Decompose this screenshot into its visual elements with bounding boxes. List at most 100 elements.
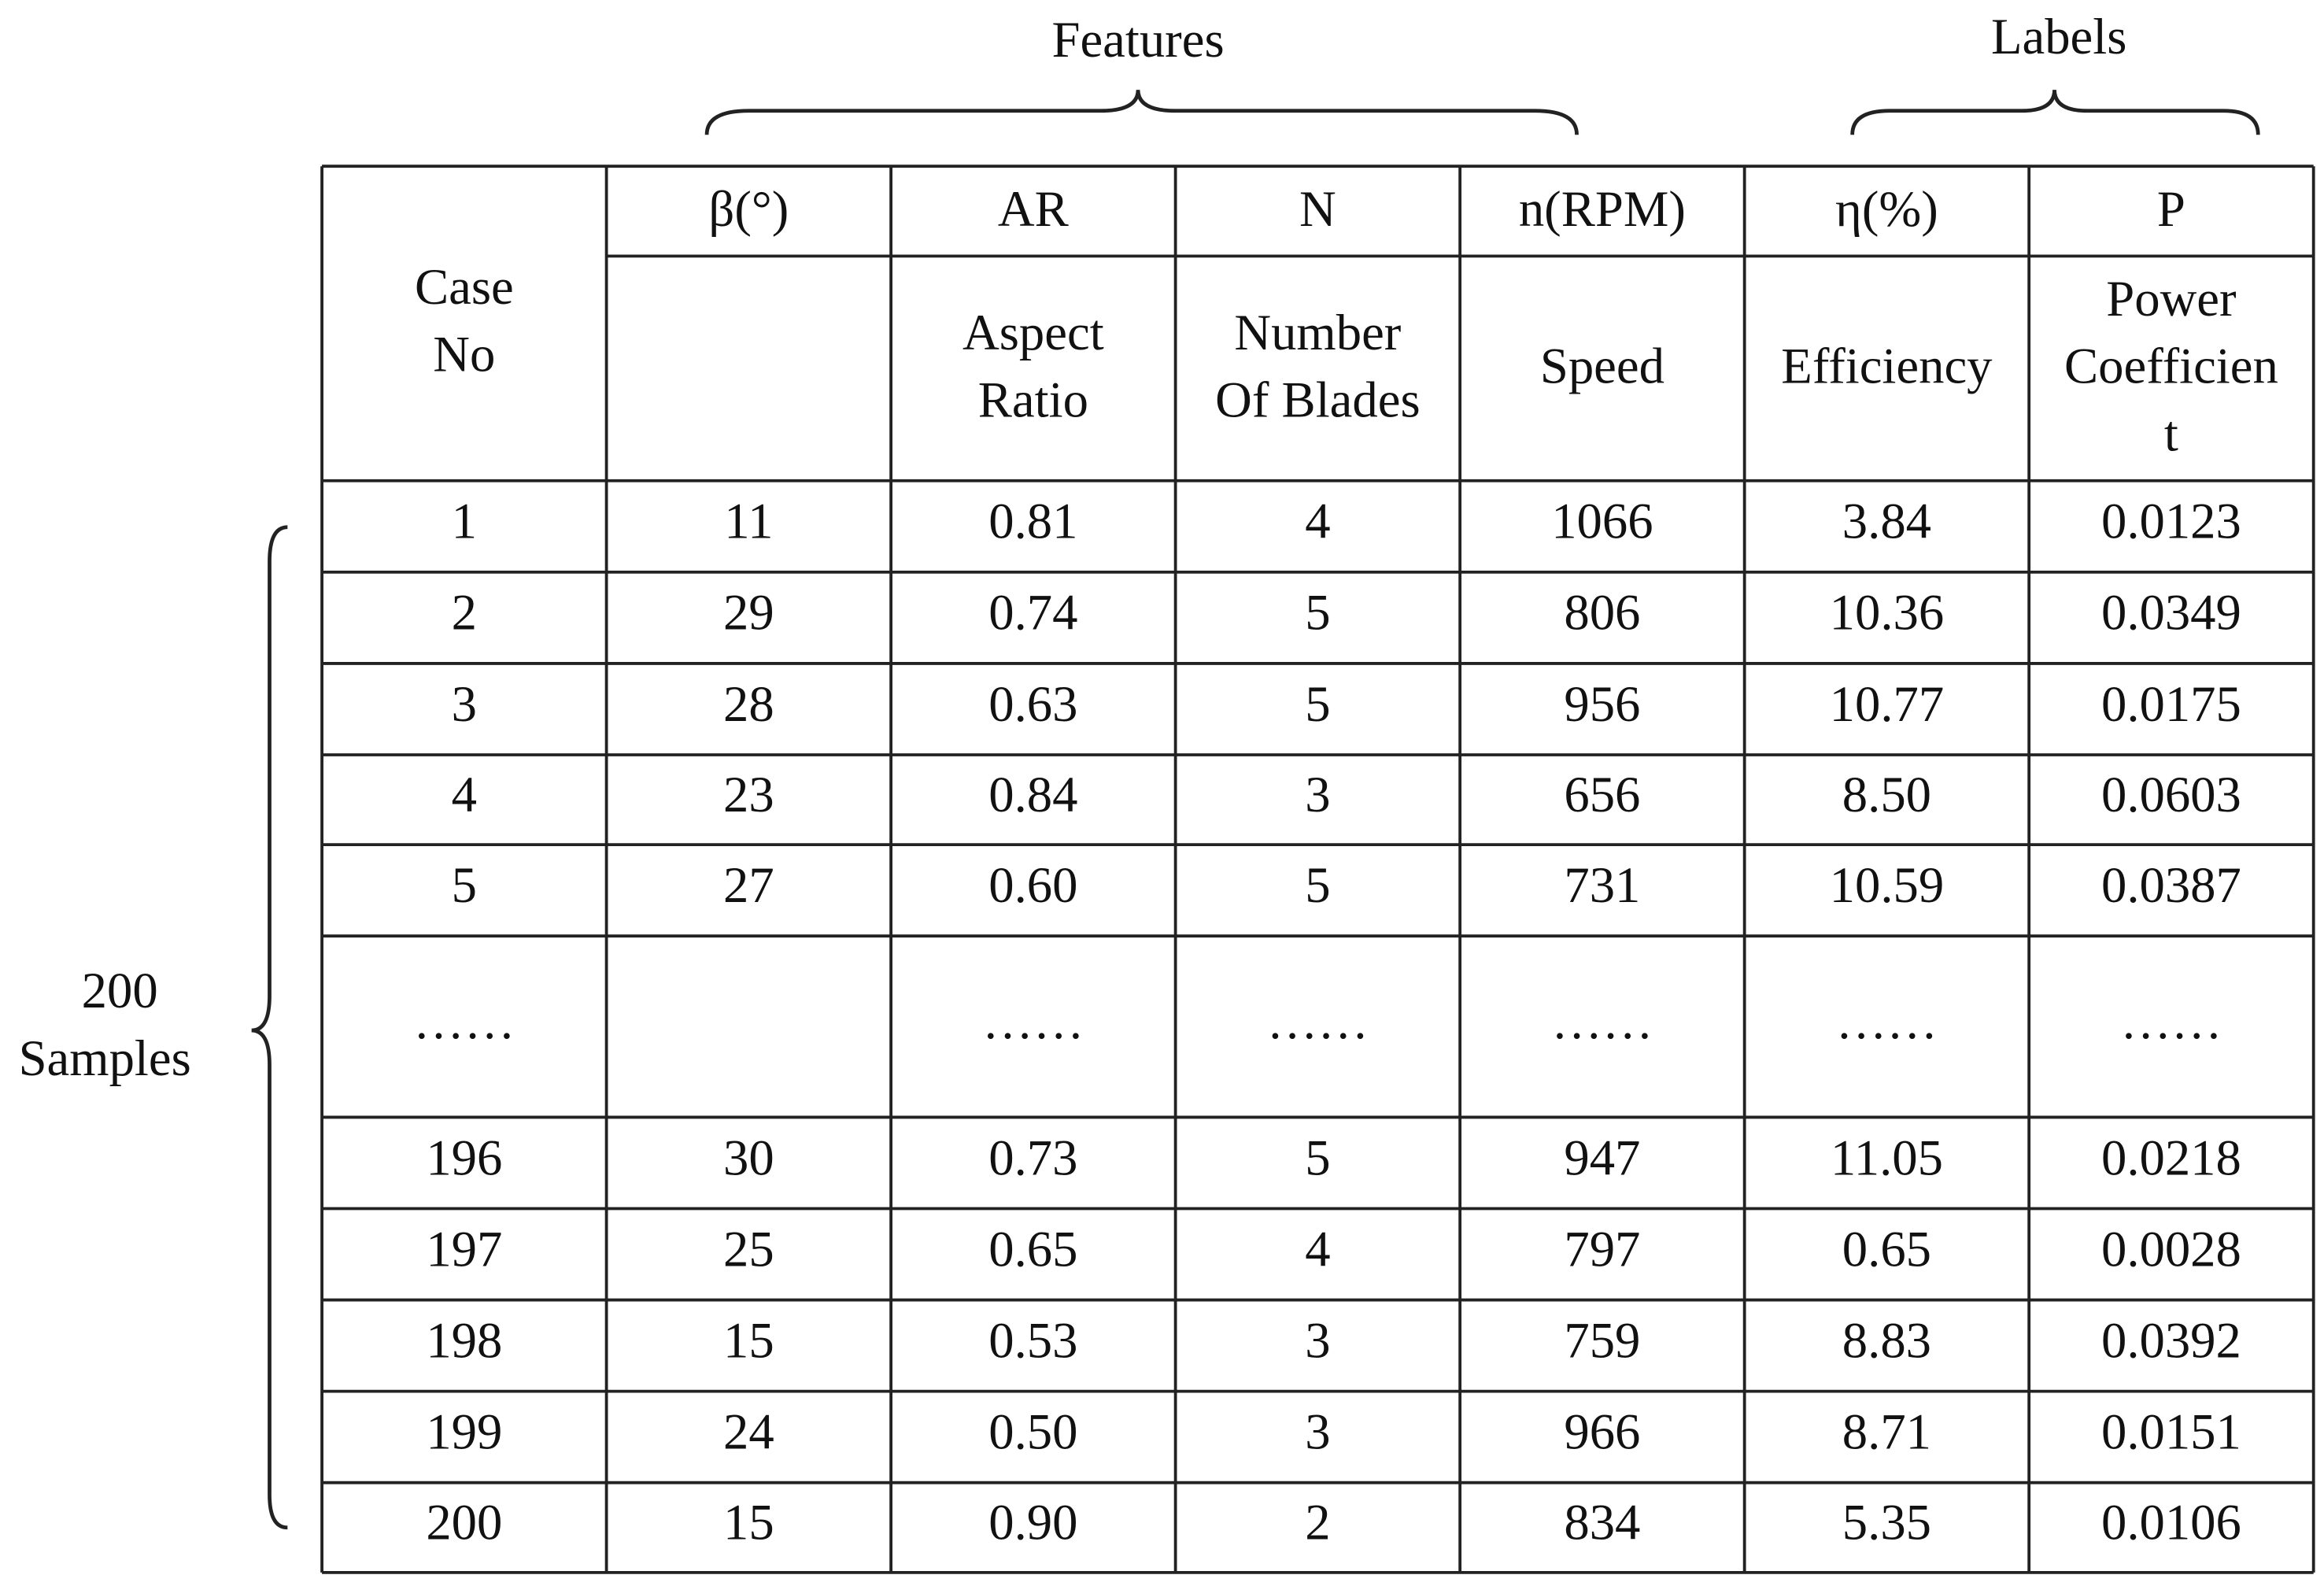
side-label: 200 [82,962,158,1019]
table-cell: 3 [1305,1403,1330,1460]
table-cell: 0.0218 [2101,1129,2241,1185]
case-header: No [433,326,495,383]
table-cell: 15 [723,1494,774,1551]
table-cell: 10.77 [1830,675,1945,732]
table-cell: 5 [1305,675,1330,732]
samples-brace [251,525,288,1530]
table-cell: 834 [1564,1494,1640,1551]
table-cell: 0.0392 [2101,1311,2241,1368]
table-cell: 197 [426,1220,502,1277]
column-description: Ratio [978,372,1088,428]
column-symbol: P [2157,180,2185,237]
table-cell: 0.53 [988,1311,1077,1368]
column-symbol: η(%) [1835,180,1938,237]
column-description: Speed [1540,338,1664,394]
table-cell: 28 [723,675,774,732]
column-description: Of Blades [1215,372,1420,428]
table-cell: 731 [1564,856,1640,913]
column-symbol: β(°) [708,180,789,237]
table-cell: 966 [1564,1403,1640,1460]
table-cell: 200 [426,1494,502,1551]
table-cell: …… [1267,993,1369,1049]
table-cell: 656 [1564,766,1640,823]
table-cell: 29 [723,584,774,641]
features-label: Features [1051,11,1224,68]
table-cell: 8.71 [1842,1403,1931,1460]
table-cell: 947 [1564,1129,1640,1185]
table-cell: 5 [452,856,477,913]
column-description: Efficiency [1781,338,1993,394]
table-cell: 0.0349 [2101,584,2241,641]
table-cell: 3 [1305,766,1330,823]
table-cell: 1066 [1551,493,1653,549]
labels-label: Labels [1991,8,2126,65]
case-header: Case [415,258,514,315]
table-cell: …… [2120,993,2222,1049]
table-cell: 24 [723,1403,774,1460]
column-description: Aspect [962,304,1104,360]
table-cell: 3 [452,675,477,732]
table-cell: 0.73 [988,1129,1077,1185]
features-brace [704,89,1579,135]
table-cell: 3.84 [1842,493,1931,549]
table-cell: 0.0106 [2101,1494,2241,1551]
column-description: Number [1234,304,1401,360]
column-description: t [2164,405,2178,461]
table-cell: 5 [1305,584,1330,641]
table-cell: 27 [723,856,774,913]
table-cell: 15 [723,1311,774,1368]
table-cell: 0.0028 [2101,1220,2241,1277]
labels-brace [1850,89,2260,135]
column-symbol: AR [998,180,1070,237]
table-cell: 11.05 [1831,1129,1943,1185]
column-symbol: N [1299,180,1336,237]
side-label: Samples [19,1030,191,1086]
table-cell: 0.60 [988,856,1077,913]
table-cell: 0.0603 [2101,766,2241,823]
table-cell: 11 [724,493,773,549]
table-cell: 198 [426,1311,502,1368]
table-cell: 0.63 [988,675,1077,732]
table-cell: 8.83 [1842,1311,1931,1368]
table-cell: 0.65 [988,1220,1077,1277]
table-cell: …… [413,993,515,1049]
table-cell: 196 [426,1129,502,1185]
table-cell: 0.74 [988,584,1077,641]
table-cell: 0.50 [988,1403,1077,1460]
table-cell: 10.59 [1830,856,1945,913]
table-cell: 5.35 [1842,1494,1931,1551]
table-cell: 759 [1564,1311,1640,1368]
table-cell: 8.50 [1842,766,1931,823]
table-cell: 0.0175 [2101,675,2241,732]
table-cell: 0.0387 [2101,856,2241,913]
table-cell: 199 [426,1403,502,1460]
table-cell: 4 [1305,1220,1330,1277]
column-description: Power [2106,270,2236,327]
column-symbol: n(RPM) [1519,180,1686,237]
table-cell: 3 [1305,1311,1330,1368]
table-cell: 0.65 [1842,1220,1931,1277]
table-cell: 0.0151 [2101,1403,2241,1460]
table-cell: 0.90 [988,1494,1077,1551]
table-cell: …… [982,993,1084,1049]
table-cell: 2 [1305,1494,1330,1551]
table-cell: 797 [1564,1220,1640,1277]
table-cell: 10.36 [1830,584,1945,641]
table-cell: 5 [1305,856,1330,913]
column-description: Coefficien [2064,338,2278,394]
table-cell: 5 [1305,1129,1330,1185]
table-cell: 4 [1305,493,1330,549]
table-cell: 956 [1564,675,1640,732]
table-cell: 4 [452,766,477,823]
table-cell: 23 [723,766,774,823]
table-cell: 0.81 [988,493,1077,549]
table-cell: 806 [1564,584,1640,641]
table-cell: 0.84 [988,766,1077,823]
table-cell: 25 [723,1220,774,1277]
table-cell: …… [1551,993,1653,1049]
table-cell: 30 [723,1129,774,1185]
table-cell: 1 [452,493,477,549]
